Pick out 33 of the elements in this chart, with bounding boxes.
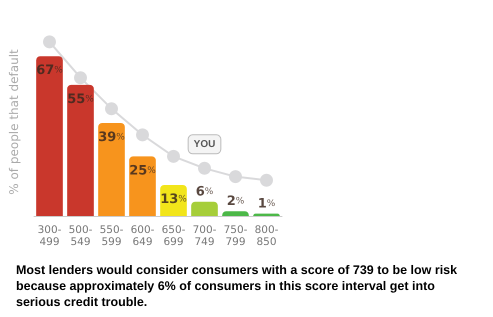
- point: [105, 102, 118, 116]
- data-label: 55%: [67, 92, 94, 107]
- point: [167, 150, 180, 163]
- x-tick-label: 550- 599: [100, 224, 124, 248]
- bar: [129, 156, 156, 216]
- point: [229, 170, 242, 184]
- y-axis-title: % of people that default: [7, 48, 21, 195]
- x-tick-label: 650- 699: [162, 224, 186, 248]
- bar: [98, 123, 125, 216]
- data-label: 1%: [258, 196, 276, 212]
- point: [43, 35, 56, 48]
- point: [198, 162, 211, 175]
- text: Most lenders would consider consumers with a score of 739 to be low risk because approximately 6% of consumers in this score interval get into serious credit trouble.: [16, 263, 461, 309]
- bar: [191, 202, 218, 216]
- x-tick-label: 750- 799: [224, 224, 248, 248]
- data-label: 2%: [226, 194, 245, 210]
- data-label: 6%: [196, 184, 214, 200]
- annotation: YOU: [194, 138, 216, 150]
- x-tick-label: 800- 850: [254, 224, 279, 248]
- point: [260, 174, 273, 187]
- data-label: 25%: [129, 163, 156, 178]
- bar: [222, 211, 249, 216]
- data-label: 13%: [160, 192, 188, 207]
- x-tick-label: 500- 549: [68, 224, 93, 248]
- bar: [36, 56, 63, 216]
- x-tick-label: 600- 649: [130, 224, 155, 248]
- x-tick-label: 700- 749: [192, 224, 217, 248]
- bar: [67, 84, 94, 216]
- data-label: 67%: [36, 63, 64, 78]
- x-tick-label: 300- 499: [38, 224, 62, 248]
- point: [136, 128, 149, 142]
- point: [74, 71, 87, 84]
- data-label: 39%: [98, 130, 126, 145]
